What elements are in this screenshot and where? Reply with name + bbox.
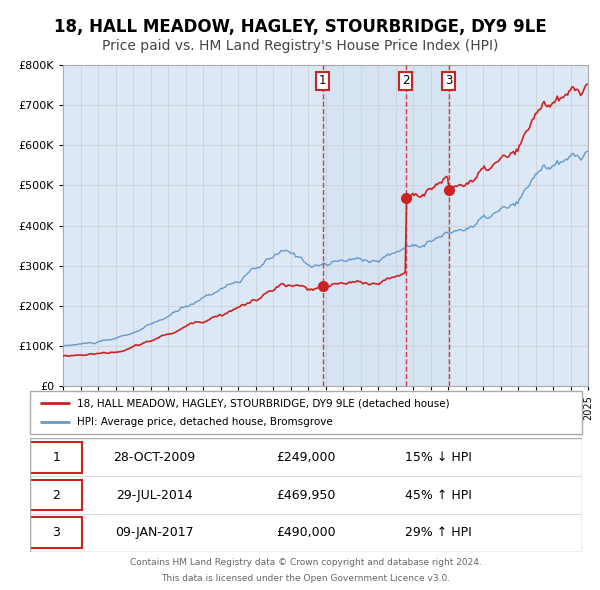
Text: 1: 1	[52, 451, 60, 464]
Bar	[323, 65, 449, 386]
Text: £490,000: £490,000	[276, 526, 336, 539]
FancyBboxPatch shape	[30, 391, 582, 434]
Text: 2: 2	[402, 74, 409, 87]
Text: 45% ↑ HPI: 45% ↑ HPI	[405, 489, 472, 502]
Text: 3: 3	[445, 74, 452, 87]
FancyBboxPatch shape	[30, 442, 82, 473]
Text: Price paid vs. HM Land Registry's House Price Index (HPI): Price paid vs. HM Land Registry's House …	[102, 39, 498, 53]
Text: 1: 1	[319, 74, 326, 87]
Text: Contains HM Land Registry data © Crown copyright and database right 2024.: Contains HM Land Registry data © Crown c…	[130, 558, 482, 567]
Text: 15% ↓ HPI: 15% ↓ HPI	[405, 451, 472, 464]
Text: 18, HALL MEADOW, HAGLEY, STOURBRIDGE, DY9 9LE (detached house): 18, HALL MEADOW, HAGLEY, STOURBRIDGE, DY…	[77, 398, 449, 408]
Text: 29-JUL-2014: 29-JUL-2014	[116, 489, 193, 502]
Text: £469,950: £469,950	[277, 489, 335, 502]
Text: 3: 3	[52, 526, 60, 539]
Text: 29% ↑ HPI: 29% ↑ HPI	[405, 526, 472, 539]
Text: This data is licensed under the Open Government Licence v3.0.: This data is licensed under the Open Gov…	[161, 575, 451, 584]
Text: HPI: Average price, detached house, Bromsgrove: HPI: Average price, detached house, Brom…	[77, 417, 332, 427]
FancyBboxPatch shape	[30, 480, 82, 510]
Text: 09-JAN-2017: 09-JAN-2017	[115, 526, 194, 539]
Text: 18, HALL MEADOW, HAGLEY, STOURBRIDGE, DY9 9LE: 18, HALL MEADOW, HAGLEY, STOURBRIDGE, DY…	[53, 18, 547, 36]
Text: £249,000: £249,000	[276, 451, 336, 464]
Text: 2: 2	[52, 489, 60, 502]
FancyBboxPatch shape	[30, 517, 82, 548]
Text: 28-OCT-2009: 28-OCT-2009	[113, 451, 196, 464]
